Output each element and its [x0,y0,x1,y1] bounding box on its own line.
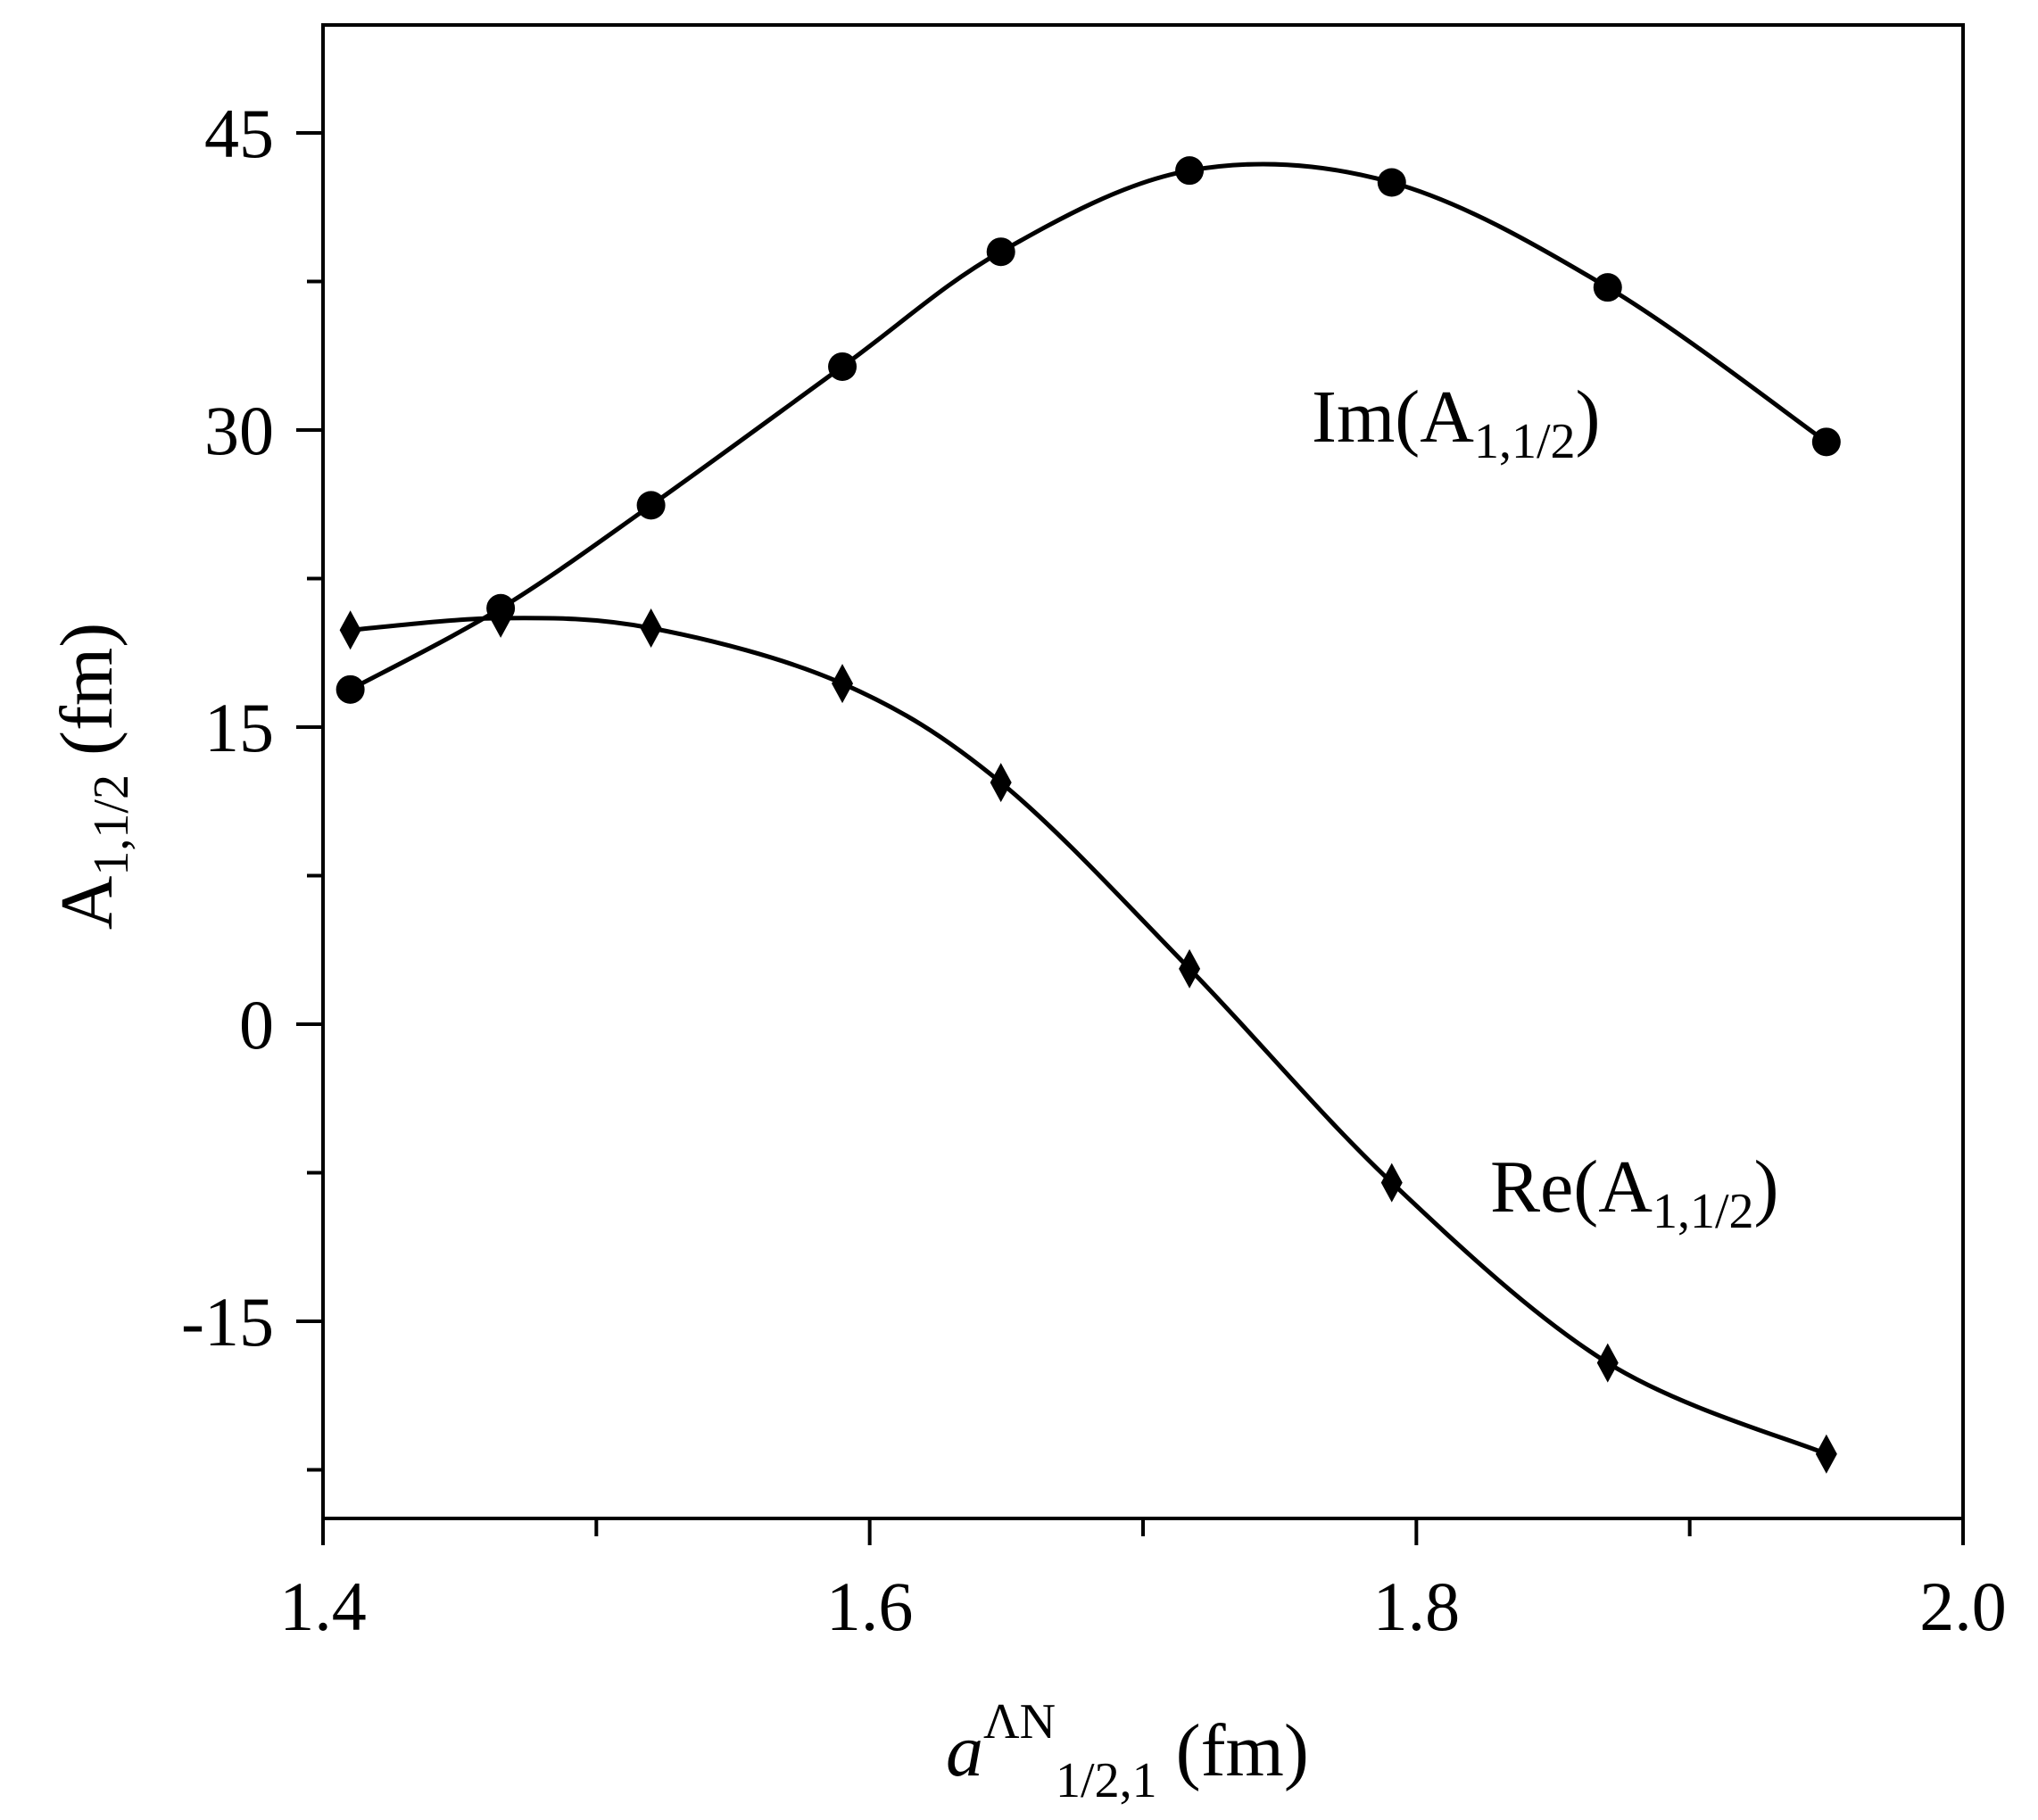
data-point-im [336,674,365,704]
data-point-re [1380,1162,1403,1203]
data-point-re [1815,1434,1837,1474]
data-point-re [339,610,361,650]
data-point-re [490,598,512,638]
y-tick-label: -15 [181,1283,274,1361]
x-axis-title: aΛN1/2,1 (fm) [946,1694,1309,1808]
data-point-im [1593,273,1622,302]
data-point-re [1179,948,1201,989]
plot-frame [321,23,1965,1520]
series-label-im: Im(A1,1/2) [1312,376,1601,469]
data-point-im [1175,156,1205,186]
data-point-im [1377,168,1406,197]
data-point-re [1596,1343,1619,1383]
series-label-re: Re(A1,1/2) [1490,1146,1779,1239]
series-line-im [349,161,1828,692]
x-tick-label: 1.6 [826,1568,914,1645]
series-line-re [350,616,1827,1457]
plot-border [321,23,1965,1520]
data-point-im [828,352,857,381]
data-point-im [636,491,666,520]
series-layer [336,156,1841,1474]
x-tick-label: 1.8 [1373,1568,1461,1645]
y-tick-label: 15 [204,689,274,766]
y-tick-label: 30 [204,392,274,469]
y-tick-label: 45 [204,95,274,172]
x-tick-label: 2.0 [1919,1568,2007,1645]
data-point-re [640,608,662,648]
data-point-re [990,763,1012,803]
labels: Im(A1,1/2) Re(A1,1/2) aΛN1/2,1 (fm) A1,1/2 … [46,376,1779,1808]
data-point-im [1811,427,1841,457]
axes: 1.4 1.6 1.8 2.0 -15 0 15 30 45 [181,95,2007,1645]
data-point-re [832,664,854,704]
y-axis-title: A1,1/2 (fm) [46,623,139,931]
y-tick-label: 0 [239,986,274,1063]
data-point-im [986,237,1015,267]
x-tick-label: 1.4 [279,1568,367,1645]
